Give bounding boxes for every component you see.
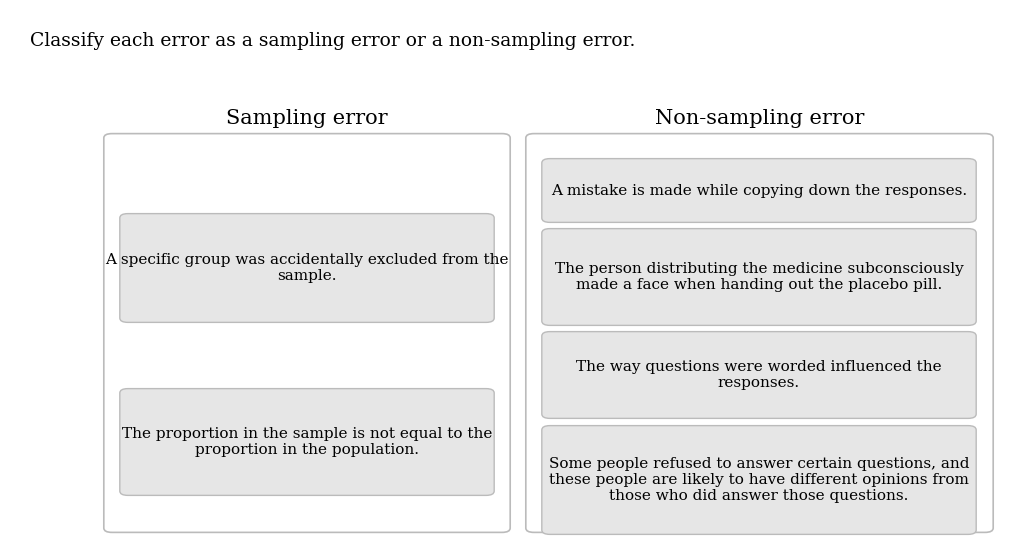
FancyBboxPatch shape: [120, 214, 495, 322]
Text: The way questions were worded influenced the
responses.: The way questions were worded influenced…: [577, 360, 942, 390]
Text: The person distributing the medicine subconsciously
made a face when handing out: The person distributing the medicine sub…: [555, 262, 964, 292]
FancyBboxPatch shape: [542, 426, 976, 534]
Text: The proportion in the sample is not equal to the
proportion in the population.: The proportion in the sample is not equa…: [122, 427, 493, 457]
FancyBboxPatch shape: [525, 134, 993, 533]
Text: A specific group was accidentally excluded from the
sample.: A specific group was accidentally exclud…: [105, 253, 509, 283]
Text: Sampling error: Sampling error: [226, 109, 388, 128]
Text: Classify each error as a sampling error or a non-sampling error.: Classify each error as a sampling error …: [30, 32, 635, 50]
FancyBboxPatch shape: [542, 158, 976, 222]
Text: Some people refused to answer certain questions, and
these people are likely to : Some people refused to answer certain qu…: [549, 457, 970, 503]
FancyBboxPatch shape: [542, 332, 976, 418]
FancyBboxPatch shape: [542, 229, 976, 326]
FancyBboxPatch shape: [103, 134, 510, 533]
Text: Non-sampling error: Non-sampling error: [655, 109, 864, 128]
Text: A mistake is made while copying down the responses.: A mistake is made while copying down the…: [551, 184, 967, 197]
FancyBboxPatch shape: [120, 389, 495, 495]
